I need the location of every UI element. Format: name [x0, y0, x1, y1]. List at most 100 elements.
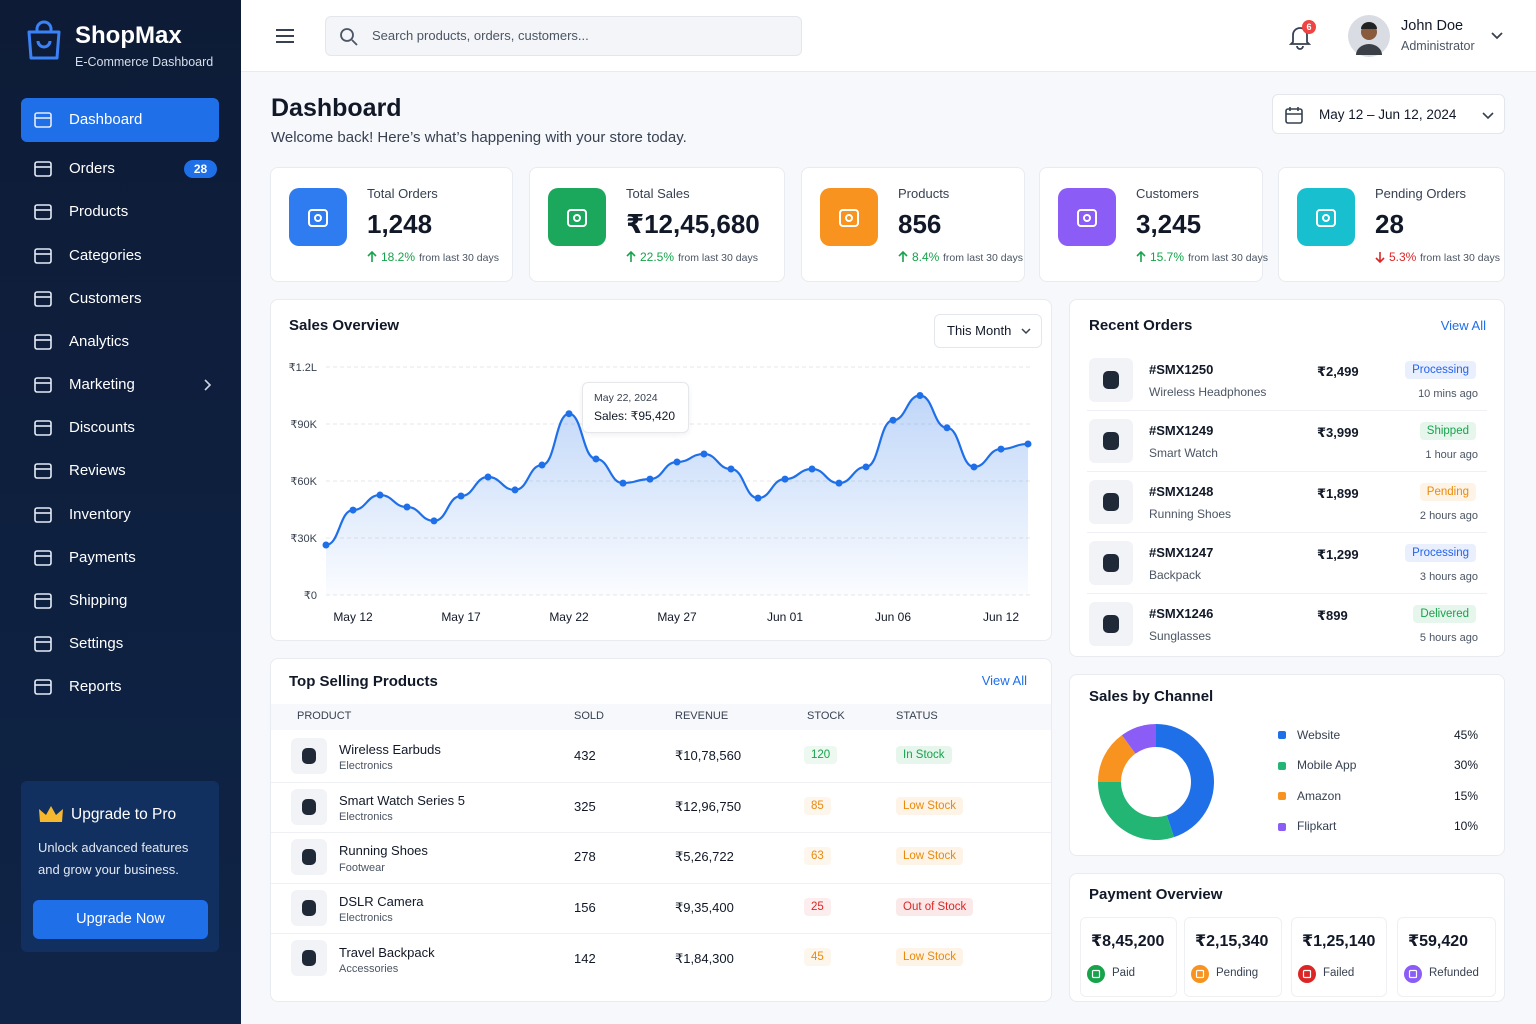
sales-point: [349, 506, 357, 514]
nav-icon: [34, 248, 52, 264]
nav-item[interactable]: Dashboard: [21, 98, 219, 142]
product-glyph: [1103, 615, 1119, 633]
payment-amount: ₹59,420: [1408, 933, 1469, 951]
nav-icon: [34, 679, 52, 695]
payment-label: Pending: [1216, 967, 1259, 980]
status-pill: Processing: [1405, 361, 1476, 379]
nav-item[interactable]: Categories: [21, 234, 219, 278]
stat-note: from last 30 days: [678, 251, 758, 264]
sales-point: [673, 458, 681, 466]
product-sold: 432: [574, 748, 596, 764]
nav-item[interactable]: Products: [21, 190, 219, 234]
nav-item[interactable]: Shipping: [21, 579, 219, 623]
legend-swatch: [1278, 792, 1286, 800]
nav-label: Categories: [69, 247, 142, 264]
user-role: Administrator: [1401, 38, 1475, 53]
sales-point: [457, 492, 465, 500]
status-pill: Processing: [1405, 544, 1476, 562]
user-menu-chevron: [1491, 32, 1503, 40]
column-header: STATUS: [896, 710, 938, 723]
nav-label: Shipping: [69, 592, 128, 609]
row-divider: [1087, 410, 1487, 411]
period-select[interactable]: This Month: [934, 314, 1042, 348]
payment-tile: ₹8,45,200 Paid: [1080, 917, 1177, 997]
nav-item[interactable]: Analytics: [21, 320, 219, 364]
x-tick-label: May 17: [441, 610, 481, 624]
product-category: Footwear: [339, 861, 385, 874]
order-time: 2 hours ago: [1419, 510, 1478, 523]
column-header: STOCK: [807, 710, 845, 723]
search-box[interactable]: Search products, orders, customers...: [325, 16, 802, 56]
product-thumb: [1089, 480, 1133, 524]
stat-label: Total Orders: [367, 186, 438, 202]
stat-icon: [820, 188, 878, 246]
stat-icon: [289, 188, 347, 246]
view-all-link[interactable]: View All: [981, 673, 1027, 689]
product-sold: 278: [574, 849, 596, 865]
stock-pill: 45: [804, 948, 831, 967]
trend-arrow: [367, 250, 377, 262]
view-all-link[interactable]: View All: [1440, 318, 1486, 334]
nav-item[interactable]: Reviews: [21, 449, 219, 493]
stat-glyph: [1077, 209, 1097, 227]
nav-item[interactable]: Customers: [21, 277, 219, 321]
status-pill: Low Stock: [896, 948, 964, 967]
stat-note: from last 30 days: [419, 251, 499, 264]
payment-amount: ₹8,45,200: [1091, 933, 1165, 951]
nav-item[interactable]: Marketing: [21, 363, 219, 407]
stat-icon: [1297, 188, 1355, 246]
nav-item[interactable]: Inventory: [21, 493, 219, 537]
y-tick-label: ₹90K: [290, 419, 317, 431]
nav-icon: [34, 204, 52, 220]
nav-label: Discounts: [69, 419, 135, 436]
nav-label: Products: [69, 203, 129, 220]
payment-glyph: [1091, 969, 1101, 979]
x-tick-label: May 27: [657, 610, 697, 624]
sales-point: [889, 416, 897, 424]
donut-slice: [1098, 782, 1174, 840]
order-product: Running Shoes: [1149, 506, 1232, 521]
stat-label: Pending Orders: [1375, 186, 1467, 202]
stat-label: Customers: [1136, 186, 1199, 202]
nav-item[interactable]: Payments: [21, 536, 219, 580]
date-range-picker[interactable]: May 12 – Jun 12, 2024: [1272, 94, 1505, 134]
nav-label: Reports: [69, 678, 122, 695]
nav-label: Reviews: [69, 462, 126, 479]
legend-label: Website: [1297, 727, 1341, 742]
upgrade-button[interactable]: Upgrade Now: [33, 900, 208, 939]
payment-glyph: [1302, 969, 1312, 979]
search-icon: [340, 28, 358, 46]
sales-by-channel-card: Sales by Channel Website 45% Mobile App 30% A…: [1069, 674, 1505, 856]
product-category: Electronics: [339, 912, 393, 925]
column-header: PRODUCT: [297, 710, 352, 723]
nav-item[interactable]: Reports: [21, 665, 219, 709]
sales-point: [322, 541, 330, 549]
status-pill: Delivered: [1413, 605, 1476, 623]
legend-label: Flipkart: [1297, 819, 1337, 834]
sales-point: [727, 465, 735, 473]
product-glyph: [302, 950, 316, 967]
sales-point: [943, 424, 951, 432]
brand-subtitle: E-Commerce Dashboard: [75, 54, 214, 69]
payment-icon: [1191, 965, 1209, 983]
nav-label: Analytics: [69, 333, 130, 350]
page-subtitle: Welcome back! Here’s what’s happening wi…: [271, 129, 687, 146]
donut-slice: [1098, 735, 1136, 782]
chart-tooltip: May 22, 2024 Sales: ₹95,420: [582, 382, 689, 433]
upgrade-text: Unlock advanced features and grow your b…: [38, 840, 189, 877]
product-thumb: [291, 839, 327, 876]
order-product: Backpack: [1149, 567, 1202, 582]
product-revenue: ₹1,84,300: [675, 950, 734, 966]
sales-point: [511, 486, 519, 494]
sales-point: [970, 463, 978, 471]
search-placeholder: Search products, orders, customers...: [372, 28, 589, 44]
order-price: ₹2,499: [1317, 364, 1359, 380]
nav-item[interactable]: Settings: [21, 622, 219, 666]
product-glyph: [1103, 554, 1119, 572]
nav-item[interactable]: Orders 28: [21, 147, 219, 191]
nav-badge: 28: [184, 160, 217, 178]
sidebar: ShopMax E-Commerce Dashboard Dashboard Orde…: [0, 0, 241, 1024]
nav-item[interactable]: Discounts: [21, 406, 219, 450]
card-title: Top Selling Products: [289, 673, 438, 690]
product-sold: 325: [574, 798, 596, 814]
